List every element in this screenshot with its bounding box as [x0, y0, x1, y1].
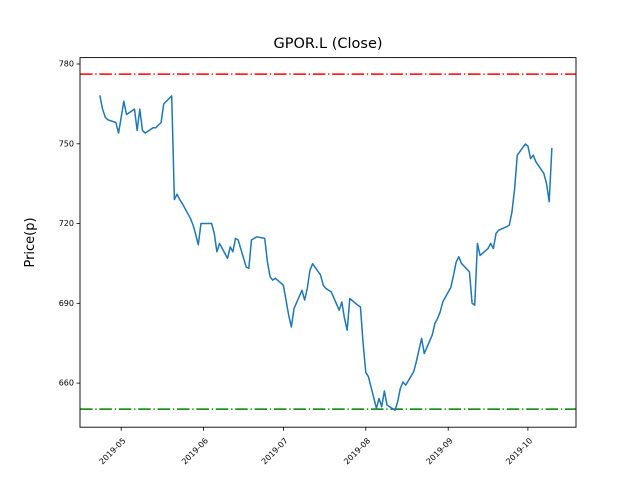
x-tick-label: 2019-10 [504, 436, 534, 466]
x-tick-label: 2019-05 [98, 436, 128, 466]
x-tick-label: 2019-09 [425, 436, 455, 466]
y-tick-label: 750 [59, 139, 74, 148]
chart-title: GPOR.L (Close) [273, 36, 382, 52]
y-tick-label: 660 [59, 379, 74, 388]
y-tick-label: 780 [59, 60, 74, 69]
x-tick-label: 2019-08 [342, 436, 372, 466]
x-tick-label: 2019-06 [180, 436, 210, 466]
y-tick-label: 720 [59, 219, 74, 228]
price-series-line [99, 95, 553, 411]
y-axis-label: Price(p) [23, 217, 38, 267]
axes-frame [79, 57, 577, 428]
plot-area: 660 690 720 750 780 2019-05 2019-06 2019-07 2019… [59, 57, 577, 466]
y-tick-label: 690 [59, 299, 74, 308]
x-tick-label: 2019-07 [260, 436, 290, 466]
